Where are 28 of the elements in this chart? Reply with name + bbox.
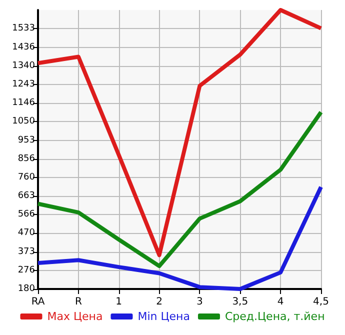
x-tick-label: 3	[196, 296, 203, 308]
y-tick-label: 1050	[12, 116, 36, 127]
x-tick-label: 4,5	[313, 296, 329, 308]
y-tick-label: 856	[18, 154, 36, 164]
line-series	[36, 8, 323, 258]
x-tick-label: 2	[156, 296, 162, 308]
x-tick-label: 4	[277, 296, 284, 308]
y-tick-label: 373	[18, 246, 35, 257]
legend-label: Сред.Цена, т.йен	[224, 310, 325, 323]
x-tick-label: R	[74, 296, 82, 308]
x-tick-label: 3,5	[232, 296, 248, 308]
y-tick-label: 1436	[12, 42, 36, 52]
x-tick-label: RA	[31, 296, 45, 308]
line-series	[36, 110, 323, 268]
y-tick-label: 663	[18, 191, 35, 202]
y-tick-label: 566	[18, 210, 36, 220]
legend-label: Max Цена	[47, 310, 103, 323]
y-tick-label: 276	[18, 266, 36, 276]
y-tick-label: 1533	[12, 24, 35, 34]
y-tick-label: 1340	[12, 60, 36, 71]
y-tick-label: 470	[18, 228, 36, 238]
y-tick-label: 1146	[12, 98, 36, 108]
y-tick-label: 953	[18, 135, 35, 146]
y-tick-label: 180	[18, 284, 36, 294]
x-tick-label: 1	[116, 296, 122, 308]
y-tick-label: 1243	[12, 79, 35, 90]
y-tick-label: 760	[18, 172, 36, 182]
legend-label: Min Цена	[138, 310, 190, 323]
